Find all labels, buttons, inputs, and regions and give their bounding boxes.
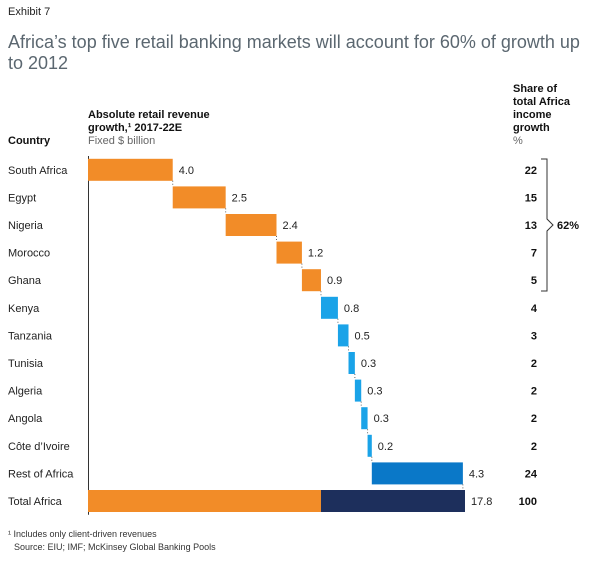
- country-header: Country: [8, 135, 51, 147]
- share-label-egypt: 15: [525, 192, 537, 204]
- bar-tanzania: [337, 324, 349, 347]
- value-label-rest-of-africa: 4.3: [469, 468, 484, 480]
- footnote-1: ¹ Includes only client-driven revenues: [8, 529, 157, 539]
- value-label-tunisia: 0.3: [361, 358, 376, 370]
- bar-total-africa-segment-1: [88, 490, 321, 512]
- category-label-tanzania: Tanzania: [8, 330, 53, 342]
- category-label-total-africa: Total Africa: [8, 496, 63, 508]
- share-header-line4: growth: [513, 122, 550, 134]
- share-label-total-africa: 100: [519, 496, 537, 508]
- share-label-south-africa: 22: [525, 165, 537, 177]
- bar-angola: [361, 407, 368, 430]
- share-label-morocco: 7: [531, 248, 537, 260]
- bar-nigeria: [225, 214, 277, 236]
- growth-header-line2: growth,¹ 2017-22E: [88, 122, 183, 134]
- category-label-algeria: Algeria: [8, 386, 43, 398]
- share-label-tanzania: 3: [531, 330, 537, 342]
- share-label-rest-of-africa: 24: [525, 468, 538, 480]
- value-label-cote-d-ivoire: 0.2: [378, 441, 393, 453]
- category-label-nigeria: Nigeria: [8, 220, 44, 232]
- bar-tunisia: [348, 352, 355, 374]
- share-header-line3: income: [513, 109, 552, 121]
- category-label-cote-d-ivoire: Côte d’Ivoire: [8, 441, 70, 453]
- value-label-ghana: 0.9: [327, 275, 342, 287]
- category-label-morocco: Morocco: [8, 248, 50, 260]
- value-label-nigeria: 2.4: [283, 220, 298, 232]
- share-bracket: [541, 158, 554, 292]
- share-unit: %: [513, 135, 523, 147]
- share-label-cote-d-ivoire: 2: [531, 441, 537, 453]
- bracket-label: 62%: [557, 220, 579, 232]
- value-label-tanzania: 0.5: [355, 330, 370, 342]
- growth-unit: Fixed $ billion: [88, 135, 156, 147]
- growth-header-line1: Absolute retail revenue: [88, 109, 210, 121]
- value-label-egypt: 2.5: [232, 192, 247, 204]
- share-header: Share of total Africa income growth %: [513, 83, 570, 148]
- bar-total-africa-segment-2: [320, 490, 465, 512]
- value-label-angola: 0.3: [374, 413, 389, 425]
- category-label-kenya: Kenya: [8, 303, 40, 315]
- share-label-angola: 2: [531, 413, 537, 425]
- bar-south-africa: [88, 158, 173, 181]
- category-label-angola: Angola: [8, 413, 43, 425]
- value-label-kenya: 0.8: [344, 303, 359, 315]
- exhibit-label: Exhibit 7: [8, 6, 51, 18]
- value-label-morocco: 1.2: [308, 248, 323, 260]
- share-label-nigeria: 13: [525, 220, 537, 232]
- bar-morocco: [276, 241, 302, 264]
- category-label-rest-of-africa: Rest of Africa: [8, 468, 74, 480]
- value-label-south-africa: 4.0: [179, 165, 194, 177]
- footnotes: ¹ Includes only client-driven revenues S…: [8, 528, 216, 554]
- bar-cote-d-ivoire: [367, 434, 372, 457]
- chart-title: Africa’s top five retail banking markets…: [8, 32, 580, 73]
- category-label-ghana: Ghana: [8, 275, 42, 287]
- bar-kenya: [320, 296, 338, 319]
- value-label-algeria: 0.3: [367, 386, 382, 398]
- share-header-line2: total Africa: [513, 96, 571, 108]
- bar-ghana: [301, 269, 321, 292]
- bar-algeria: [354, 379, 362, 402]
- value-label-total-africa: 17.8: [471, 496, 492, 508]
- category-label-egypt: Egypt: [8, 192, 36, 204]
- bar-egypt: [172, 186, 226, 209]
- growth-header: Absolute retail revenue growth,¹ 2017-22…: [88, 109, 210, 148]
- bar-rest-of-africa: [371, 462, 463, 485]
- category-label-south-africa: South Africa: [8, 165, 68, 177]
- footnote-source: Source: EIU; IMF; McKinsey Global Bankin…: [14, 542, 216, 552]
- share-label-tunisia: 2: [531, 358, 537, 370]
- share-label-kenya: 4: [531, 303, 538, 315]
- share-label-algeria: 2: [531, 386, 537, 398]
- share-header-line1: Share of: [513, 83, 558, 95]
- share-label-ghana: 5: [531, 275, 537, 287]
- category-label-tunisia: Tunisia: [8, 358, 44, 370]
